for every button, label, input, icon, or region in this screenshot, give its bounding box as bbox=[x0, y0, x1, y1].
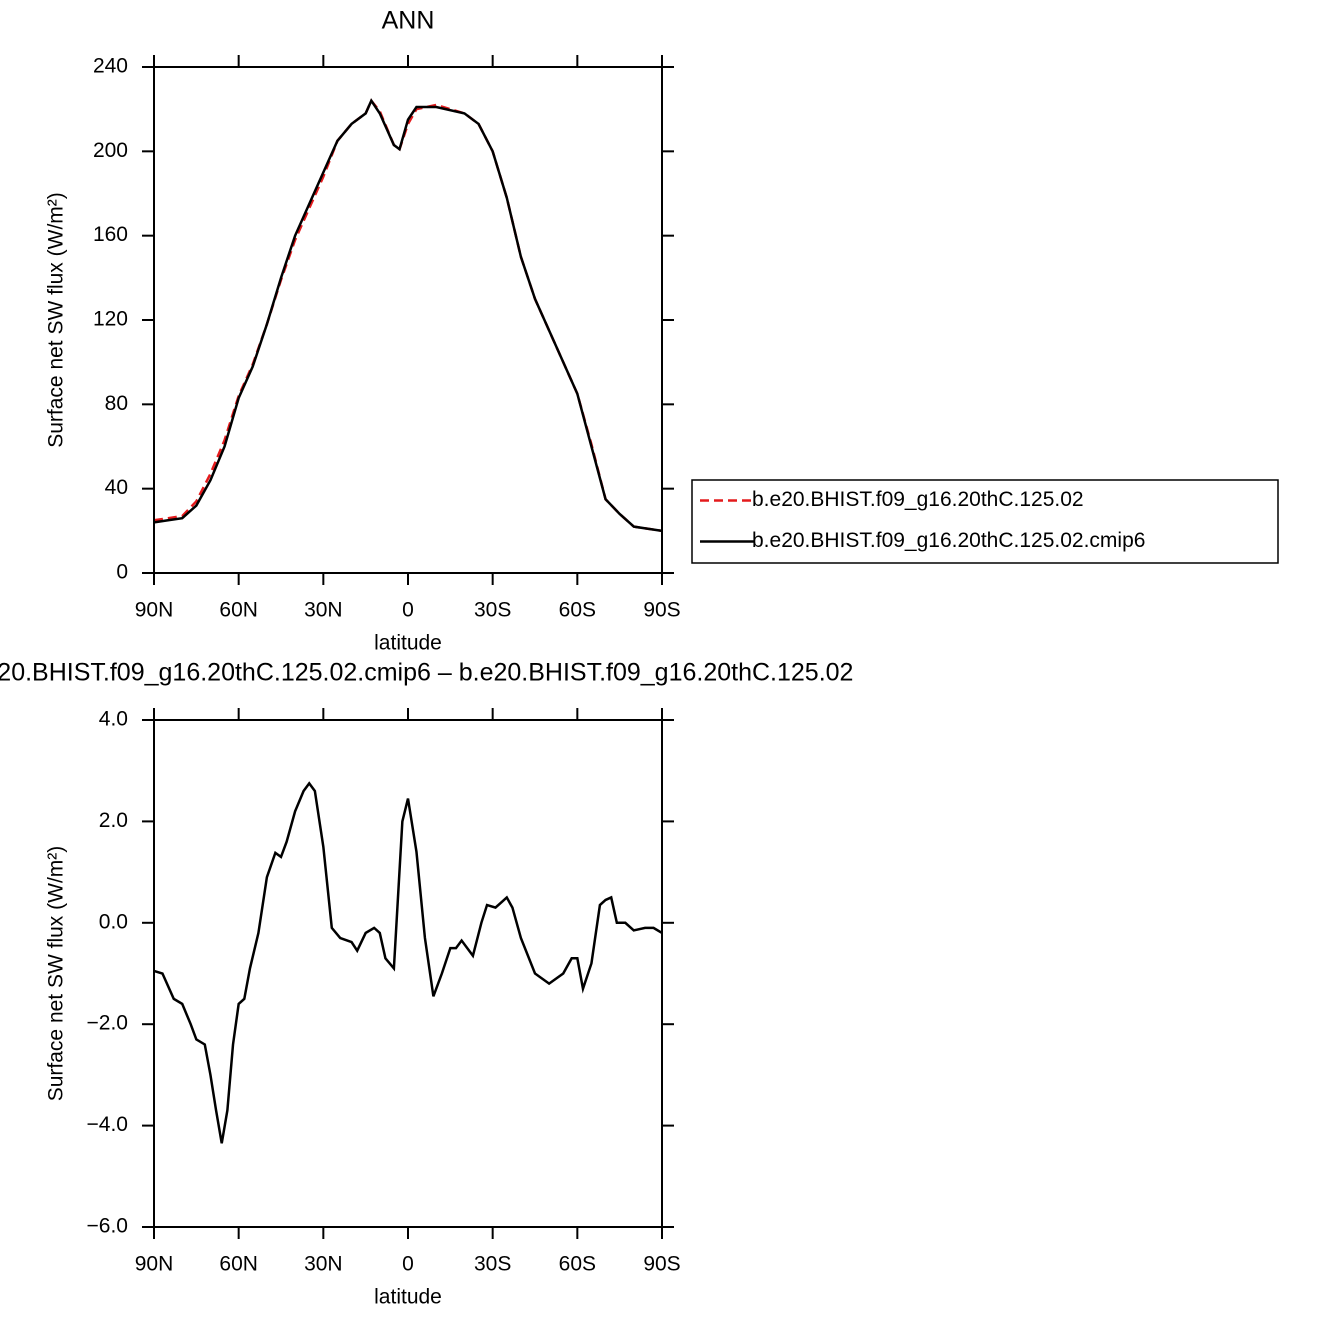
x-tick-label: 90S bbox=[643, 599, 680, 622]
plot-frame bbox=[153, 66, 663, 574]
x-axis-label: latitude bbox=[374, 1286, 442, 1309]
x-tick-label: 30N bbox=[304, 1253, 343, 1276]
y-tick-label: −6.0 bbox=[87, 1215, 128, 1238]
x-tick-label: 30S bbox=[474, 1253, 511, 1276]
y-tick-label: 0.0 bbox=[99, 910, 128, 933]
chart-title: b.e20.BHIST.f09_g16.20thC.125.02.cmip6 –… bbox=[0, 659, 853, 687]
y-axis-label: Surface net SW flux (W/m²) bbox=[45, 192, 68, 448]
y-tick-label: 160 bbox=[93, 223, 128, 246]
chart-title: ANN bbox=[382, 7, 435, 35]
x-tick-label: 30S bbox=[474, 599, 511, 622]
y-tick-label: 2.0 bbox=[99, 809, 128, 832]
y-axis-label: Surface net SW flux (W/m²) bbox=[45, 846, 68, 1102]
y-tick-label: 80 bbox=[105, 392, 128, 415]
y-tick-label: 200 bbox=[93, 139, 128, 162]
x-tick-label: 90N bbox=[135, 1253, 174, 1276]
x-tick-label: 30N bbox=[304, 599, 343, 622]
x-tick-label: 60S bbox=[559, 1253, 596, 1276]
y-tick-label: −2.0 bbox=[87, 1012, 128, 1035]
data-line bbox=[153, 98, 663, 533]
x-tick-label: 60S bbox=[559, 599, 596, 622]
x-tick-label: 90S bbox=[643, 1253, 680, 1276]
y-tick-label: 4.0 bbox=[99, 708, 128, 731]
plot-frame bbox=[153, 719, 663, 1228]
y-tick-label: 0 bbox=[116, 561, 128, 584]
data-line bbox=[153, 781, 663, 1144]
x-axis-label: latitude bbox=[374, 632, 442, 655]
data-line bbox=[153, 98, 663, 533]
x-tick-label: 60N bbox=[219, 1253, 258, 1276]
y-tick-label: 40 bbox=[105, 476, 128, 499]
y-tick-label: 120 bbox=[93, 308, 128, 331]
y-tick-label: −4.0 bbox=[87, 1113, 128, 1136]
legend-label: b.e20.BHIST.f09_g16.20thC.125.02 bbox=[752, 488, 1084, 511]
x-tick-label: 90N bbox=[135, 599, 174, 622]
x-tick-label: 0 bbox=[402, 1253, 414, 1276]
y-tick-label: 240 bbox=[93, 55, 128, 78]
legend-box bbox=[691, 479, 1279, 564]
legend-label: b.e20.BHIST.f09_g16.20thC.125.02.cmip6 bbox=[752, 529, 1145, 552]
x-tick-label: 60N bbox=[219, 599, 258, 622]
x-tick-label: 0 bbox=[402, 599, 414, 622]
